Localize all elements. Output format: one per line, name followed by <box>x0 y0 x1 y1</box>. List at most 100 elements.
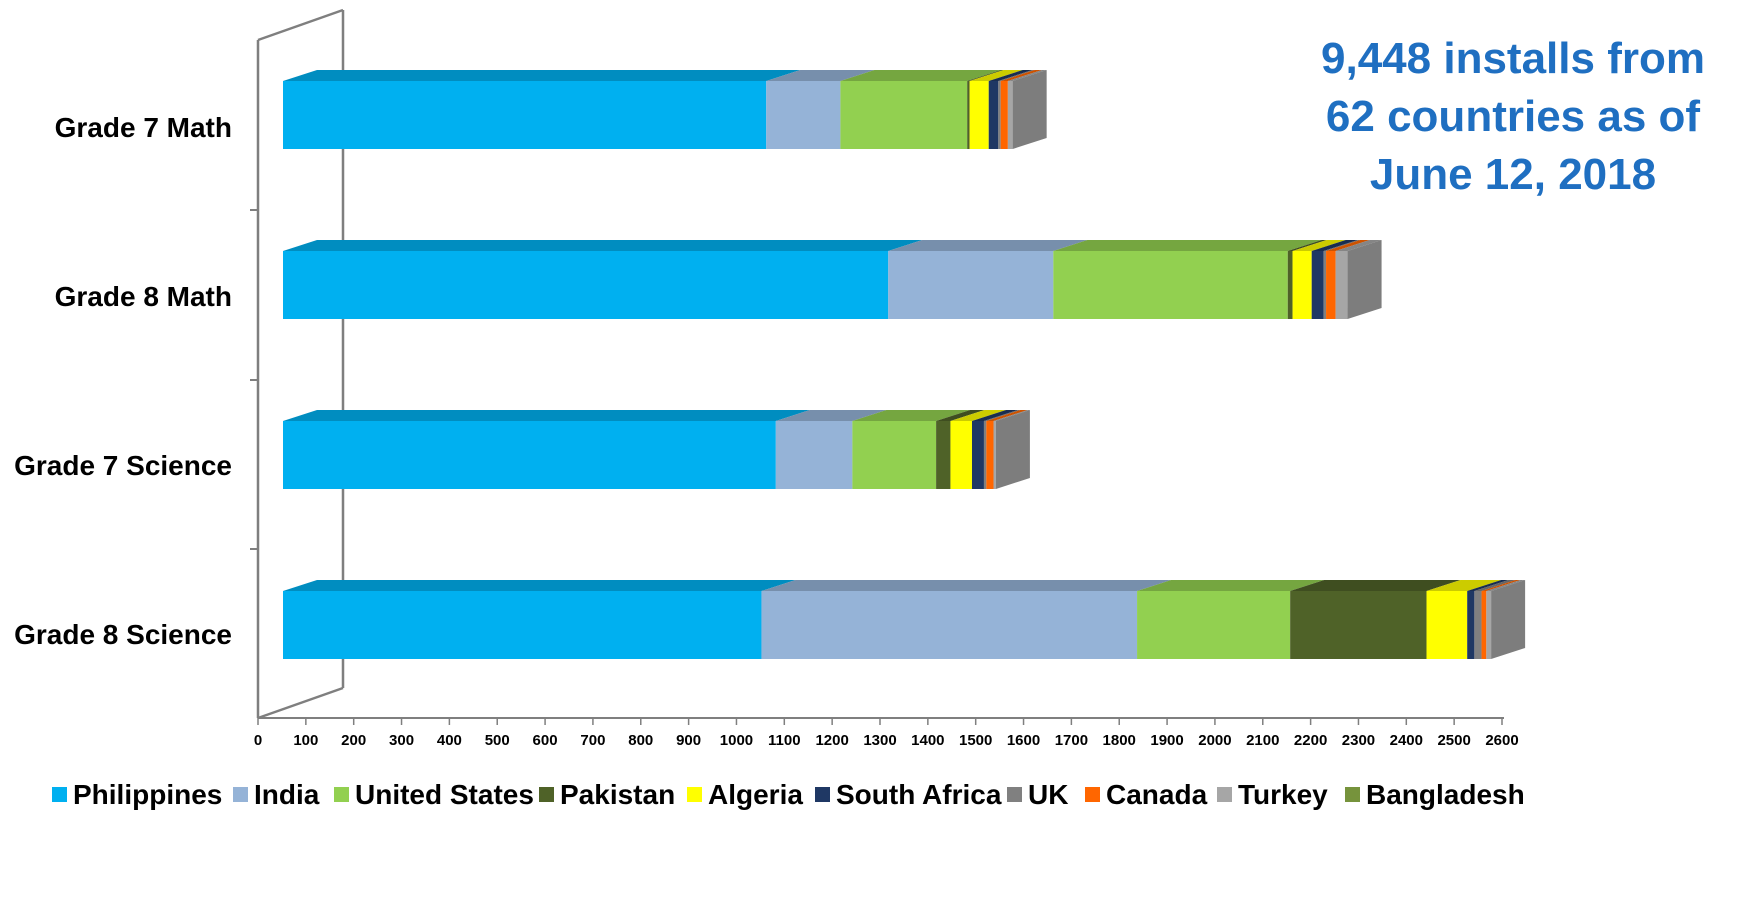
x-tick-label: 1200 <box>815 732 848 749</box>
legend-swatch <box>52 787 67 802</box>
legend-item-uk: UK <box>1007 779 1068 810</box>
legend-item-turkey: Turkey <box>1217 779 1328 810</box>
bar-segment-south-africa-0 <box>988 70 1033 149</box>
bar-segment-philippines-2 <box>283 410 810 489</box>
x-tick-label: 700 <box>580 732 605 749</box>
bar-segment-united-states-1 <box>1053 240 1322 319</box>
legend-label: Philippines <box>73 779 222 810</box>
bar-segment-india-1 <box>888 240 1088 319</box>
bar-segment-uk-1 <box>1323 240 1361 319</box>
legend-swatch <box>1085 787 1100 802</box>
x-tick-label: 1500 <box>959 732 992 749</box>
x-tick-label: 2400 <box>1390 732 1423 749</box>
bar-segment-canada-1 <box>1326 240 1370 319</box>
legend-swatch <box>539 787 554 802</box>
x-tick-label: 200 <box>341 732 366 749</box>
x-tick-label: 1600 <box>1007 732 1040 749</box>
x-tick-label: 1700 <box>1055 732 1088 749</box>
bar-segment-algeria-1 <box>1292 240 1346 319</box>
bars <box>283 70 1526 659</box>
x-axis: 0 100 200 300 400 500 600 700 800 900 1000 1100 1200… <box>254 717 1519 749</box>
x-tick-label: 2300 <box>1342 732 1375 749</box>
legend-label: Algeria <box>708 779 803 810</box>
annotation-line-1: 9,448 installs from <box>1321 34 1705 83</box>
category-label: Grade 7 Science <box>14 450 232 481</box>
x-tick-label: 1800 <box>1103 732 1136 749</box>
legend-item-philippines: Philippines <box>52 779 222 810</box>
bar-segment-pakistan-2 <box>936 410 985 489</box>
legend-item-pakistan: Pakistan <box>539 779 675 810</box>
legend-swatch <box>815 787 830 802</box>
legend-label: India <box>254 779 320 810</box>
bar-segment-philippines-0 <box>283 70 801 149</box>
legend-swatch <box>1345 787 1360 802</box>
bar-segment-india-0 <box>766 70 875 149</box>
bar-segment-india-3 <box>761 580 1172 659</box>
legend-label: South Africa <box>836 779 1002 810</box>
bar-segment-pakistan-0 <box>967 70 1004 149</box>
legend-swatch <box>233 787 248 802</box>
bar-segment-uk-0 <box>998 70 1035 149</box>
legend-label: United States <box>355 779 534 810</box>
bar-segment-philippines-1 <box>283 240 923 319</box>
legend-item-bangladesh: Bangladesh <box>1345 779 1525 810</box>
legend-swatch <box>334 787 349 802</box>
annotation-line-3: June 12, 2018 <box>1369 150 1657 199</box>
bar-segment-turkey-1 <box>1335 240 1382 319</box>
legend-item-united-states: United States <box>334 779 534 810</box>
bar-segment-canada-3 <box>1481 580 1521 659</box>
legend-swatch <box>687 787 702 802</box>
bar-segment-turkey-0 <box>1007 70 1047 149</box>
bar-end-face-1 <box>1347 240 1382 319</box>
bar-end-face-2 <box>995 410 1030 489</box>
bar-segment-pakistan-1 <box>1287 240 1327 319</box>
legend-label: UK <box>1028 779 1068 810</box>
x-tick-label: 2600 <box>1485 732 1518 749</box>
x-tick-label: 2000 <box>1198 732 1231 749</box>
bar-segment-algeria-3 <box>1426 580 1502 659</box>
x-tick-label: 2100 <box>1246 732 1279 749</box>
category-label: Grade 8 Math <box>55 281 232 312</box>
legend-label: Bangladesh <box>1366 779 1525 810</box>
bar-segment-pakistan-3 <box>1290 580 1461 659</box>
x-tick-label: 0 <box>254 732 262 749</box>
legend-swatch <box>1217 787 1232 802</box>
x-tick-label: 800 <box>628 732 653 749</box>
x-tick-label: 1000 <box>720 732 753 749</box>
bar-segment-uk-2 <box>983 410 1021 489</box>
legend-item-algeria: Algeria <box>687 779 803 810</box>
category-label: Grade 8 Science <box>14 619 232 650</box>
bar-segment-united-states-2 <box>852 410 971 489</box>
bar-segment-south-africa-1 <box>1311 240 1358 319</box>
bar-segment-canada-2 <box>986 410 1028 489</box>
x-tick-label: 1300 <box>863 732 896 749</box>
legend-label: Canada <box>1106 779 1208 810</box>
x-tick-label: 100 <box>293 732 318 749</box>
bar-segment-united-states-0 <box>840 70 1002 149</box>
bar-segment-united-states-3 <box>1137 580 1325 659</box>
bar-segment-turkey-3 <box>1486 580 1526 659</box>
legend-item-south-africa: South Africa <box>815 779 1002 810</box>
bar-segment-algeria-2 <box>950 410 1006 489</box>
bar-segment-south-africa-3 <box>1467 580 1509 659</box>
bar-segment-algeria-0 <box>969 70 1023 149</box>
bar-end-face-0 <box>1012 70 1047 149</box>
bar-segment-turkey-2 <box>993 410 1030 489</box>
legend-label: Pakistan <box>560 779 675 810</box>
x-tick-label: 300 <box>389 732 414 749</box>
install-summary-annotation: 9,448 installs from 62 countries as of J… <box>1278 30 1748 204</box>
bar-end-face-3 <box>1491 580 1526 659</box>
x-tick-label: 2500 <box>1437 732 1470 749</box>
legend-label: Turkey <box>1238 779 1328 810</box>
bar-segment-south-africa-2 <box>971 410 1018 489</box>
x-tick-label: 1100 <box>768 732 801 749</box>
bar-segment-india-2 <box>775 410 887 489</box>
bar-segment-canada-0 <box>1000 70 1042 149</box>
x-tick-label: 500 <box>485 732 510 749</box>
x-tick-label: 400 <box>437 732 462 749</box>
x-tick-label: 600 <box>533 732 558 749</box>
x-tick-label: 1400 <box>911 732 944 749</box>
category-label: Grade 7 Math <box>55 112 232 143</box>
bar-segment-philippines-3 <box>283 580 796 659</box>
